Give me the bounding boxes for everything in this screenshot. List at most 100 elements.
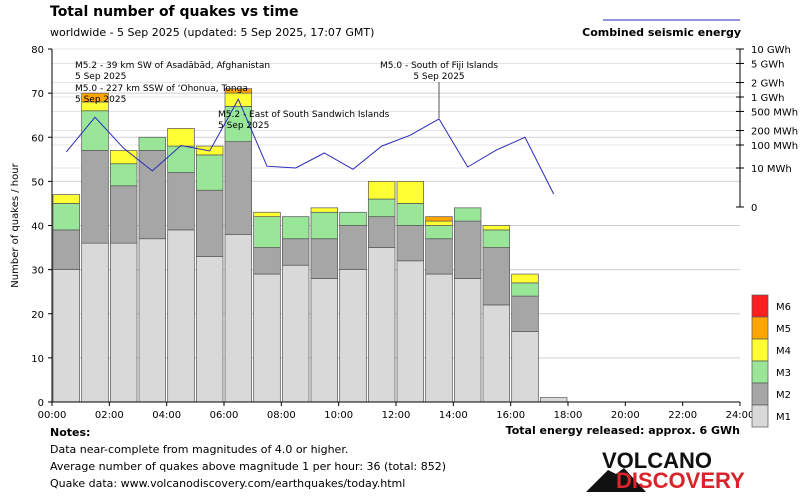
legend-label-m3: M3 [776,368,791,379]
bar-segment-m1 [109,242,138,403]
legend-swatch-m2 [751,382,769,406]
y-tick-label: 60 [31,133,44,144]
bar-segment-m3 [482,229,511,248]
y-tick-label: 30 [31,266,44,277]
bar-segment-m2 [281,238,310,266]
volcano-icon [586,468,646,492]
legend-swatch-m1 [751,404,769,428]
x-tick-label: 06:00 [210,410,239,421]
bar-segment-m2 [396,225,425,262]
energy-tick-label: 2 GWh [751,79,785,90]
bar-segment-m1 [367,247,396,403]
legend-swatch-m4 [751,338,769,362]
bar-segment-m2 [167,172,195,231]
x-tick-label: 02:00 [95,410,124,421]
logo-word-volcano: VOLCANO [602,448,712,473]
bar-segment-m2 [367,216,396,248]
y-tick-label: 70 [31,89,44,100]
bar-segment-m3 [310,211,339,240]
y-tick-label: 80 [31,45,44,56]
bar-segment-m4 [253,211,281,218]
bar-segment-m2 [310,238,339,279]
bar-segment-m4 [396,181,425,204]
y-tick-label: 20 [31,310,44,321]
energy-tick-label: 200 MWh [751,127,798,138]
x-tick-label: 24:00 [726,410,755,421]
bar-segment-m3 [138,136,167,151]
bar-segment-m3 [396,203,425,226]
energy-tick-label: 0 [751,203,757,214]
volcanodiscovery-logo[interactable]: VOLCANO DISCOVERY [586,448,745,493]
bar-segment-m2 [138,150,167,240]
bar-segment-m1 [138,238,167,403]
bar-segment-m1 [167,229,195,403]
chart-subtitle: worldwide - 5 Sep 2025 (updated: 5 Sep 2… [50,26,375,39]
bar-segment-m1 [511,331,539,403]
bar-segment-m1 [310,278,339,403]
y-tick-label: 0 [38,398,44,409]
bar-segment-m5 [81,92,109,103]
bar-segment-m4 [511,273,539,284]
bar-segment-m4 [52,194,81,204]
bar-segment-m2 [224,141,253,235]
x-tick-label: 04:00 [152,410,181,421]
energy-tick-label: 10 MWh [751,164,792,175]
energy-tick-label: 10 GWh [751,45,791,56]
bar-segment-m1 [253,273,281,403]
bar-segment-m2 [339,225,367,270]
bar-segment-m1 [195,256,224,403]
x-tick-label: 12:00 [382,410,411,421]
legend-label-m4: M4 [776,346,791,357]
bar-segment-m4 [425,220,453,226]
bar-segment-m4 [367,181,396,200]
bar-segment-m1 [453,278,482,403]
legend-swatch-m3 [751,360,769,384]
bar-segment-m3 [224,106,253,143]
notes-heading: Notes: [50,426,91,439]
energy-line [65,98,555,195]
bar-segment-m1 [425,273,453,403]
bar-segment-m1 [396,260,425,403]
x-tick-label: 00:00 [38,410,67,421]
bar-segment-m2 [425,238,453,275]
bar-segment-m5 [224,88,253,94]
bar-segment-m1 [281,264,310,403]
bar-segment-m2 [109,185,138,244]
legend-swatch-m5 [751,316,769,340]
bar-segment-m2 [52,229,81,270]
y-tick-label: 40 [31,222,44,233]
bar-segment-m2 [482,247,511,306]
energy-legend-label: Combined seismic energy [582,26,741,39]
bar-segment-m2 [253,247,281,275]
legend-label-m2: M2 [776,390,791,401]
x-tick-label: 08:00 [267,410,296,421]
annotation-title: M5.2 - East of South Sandwich Islands [218,110,390,120]
energy-tick-label: 5 GWh [751,59,785,70]
notes-line-completeness: Data near-complete from magnitudes of 4.… [50,443,349,456]
bar-segment-m2 [511,295,539,332]
x-tick-label: 22:00 [668,410,697,421]
bar-segment-m4 [109,150,138,165]
annotation-title: M5.0 - 227 km SSW of ‘Ohonua, Tonga [75,84,248,94]
bar-segment-m1 [224,233,253,403]
annotation-date: 5 Sep 2025 [218,121,269,131]
bar-segment-m4 [310,207,339,213]
bar-segment-m1 [339,269,367,403]
chart-title: Total number of quakes vs time [50,4,299,20]
x-tick-label: 10:00 [324,410,353,421]
bar-segment-m3 [281,216,310,240]
bar-segment-m2 [195,189,224,257]
bar-segment-m3 [167,145,195,173]
bar-segment-m4 [482,225,511,231]
bar-segment-m2 [81,150,109,244]
bar-segment-m1 [52,269,81,403]
bar-segment-m1 [81,242,109,403]
y-tick-label: 10 [31,354,44,365]
x-tick-label: 14:00 [439,410,468,421]
annotation-date: 5 Sep 2025 [75,72,126,82]
bar-segment-m3 [195,154,224,191]
energy-tick-label: 100 MWh [751,141,798,152]
notes: Notes: Data near-complete from magnitude… [50,424,446,492]
bar-segment-m1 [482,304,511,403]
